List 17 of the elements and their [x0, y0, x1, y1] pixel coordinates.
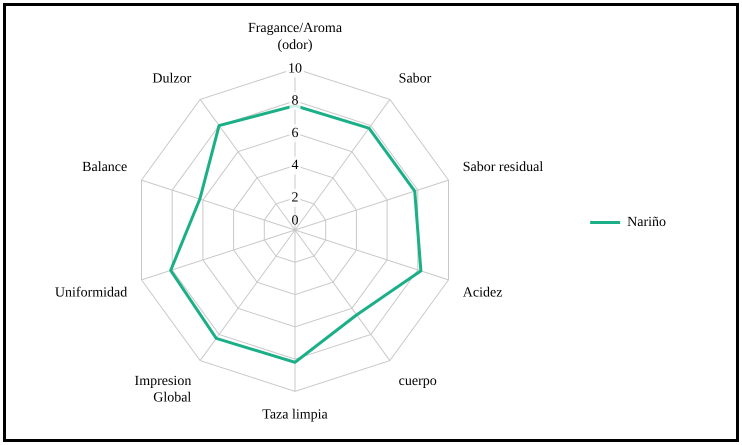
y-tick-label: 8 [292, 94, 298, 109]
y-tick-label: 0 [292, 214, 298, 229]
y-tick-label: 6 [292, 126, 298, 141]
spoke-label: Taza limpia [262, 407, 329, 422]
spoke-label: cuerpo [398, 374, 437, 389]
spoke-label: Dulzor [152, 72, 192, 87]
spoke-label: Fragance/Aroma (odor) [248, 21, 343, 53]
legend-label: Nariño [627, 215, 666, 230]
y-tick-label: 10 [288, 61, 302, 76]
y-tick-label: 4 [292, 158, 298, 174]
spoke-label: Impresion Global [134, 374, 192, 406]
spoke-label: Sabor [398, 72, 432, 87]
spoke-label: Balance [82, 160, 128, 175]
spoke-label: Uniformidad [54, 286, 128, 301]
spoke-label: Sabor residual [462, 160, 544, 175]
y-tick-label: 2 [292, 190, 298, 206]
spoke-label: Acidez [462, 286, 502, 301]
